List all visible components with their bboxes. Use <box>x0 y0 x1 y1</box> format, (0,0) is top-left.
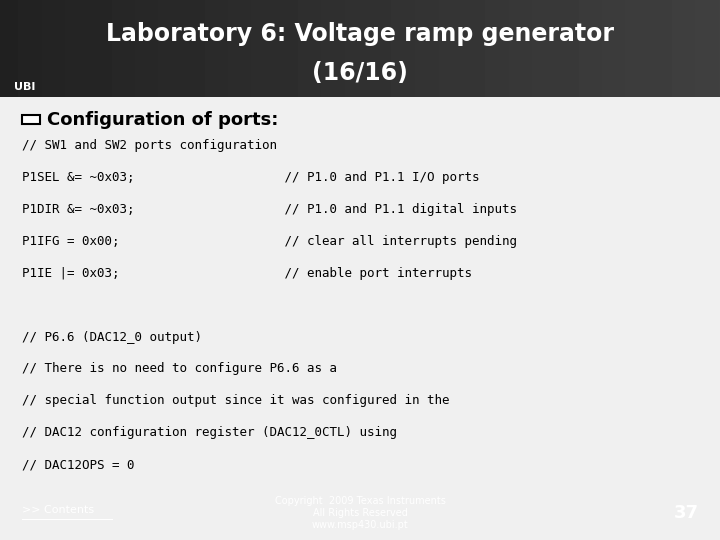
Text: >> Contents: >> Contents <box>22 505 94 515</box>
Text: All Rights Reserved: All Rights Reserved <box>312 508 408 518</box>
Text: (16/16): (16/16) <box>312 61 408 85</box>
Text: // DAC12 configuration register (DAC12_0CTL) using: // DAC12 configuration register (DAC12_0… <box>22 426 397 439</box>
Text: UBI: UBI <box>14 82 36 92</box>
Text: www.msp430.ubi.pt: www.msp430.ubi.pt <box>312 520 408 530</box>
Text: // There is no need to configure P6.6 as a: // There is no need to configure P6.6 as… <box>22 362 337 375</box>
Text: // DAC12OPS = 0: // DAC12OPS = 0 <box>22 458 134 471</box>
FancyBboxPatch shape <box>22 114 40 124</box>
Text: P1IFG = 0x00;                      // clear all interrupts pending: P1IFG = 0x00; // clear all interrupts pe… <box>22 235 517 248</box>
Text: Laboratory 6: Voltage ramp generator: Laboratory 6: Voltage ramp generator <box>106 22 614 46</box>
Text: P1DIR &= ~0x03;                    // P1.0 and P1.1 digital inputs: P1DIR &= ~0x03; // P1.0 and P1.1 digital… <box>22 203 517 216</box>
Text: 37: 37 <box>673 504 698 522</box>
Text: Copyright  2009 Texas Instruments: Copyright 2009 Texas Instruments <box>274 496 446 506</box>
Text: Configuration of ports:: Configuration of ports: <box>47 111 278 129</box>
Text: P1IE |= 0x03;                      // enable port interrupts: P1IE |= 0x03; // enable port interrupts <box>22 267 472 280</box>
Text: // P6.6 (DAC12_0 output): // P6.6 (DAC12_0 output) <box>22 330 202 343</box>
Text: P1SEL &= ~0x03;                    // P1.0 and P1.1 I/O ports: P1SEL &= ~0x03; // P1.0 and P1.1 I/O por… <box>22 171 479 184</box>
Text: // SW1 and SW2 ports configuration: // SW1 and SW2 ports configuration <box>22 139 276 152</box>
Text: // special function output since it was configured in the: // special function output since it was … <box>22 394 449 407</box>
